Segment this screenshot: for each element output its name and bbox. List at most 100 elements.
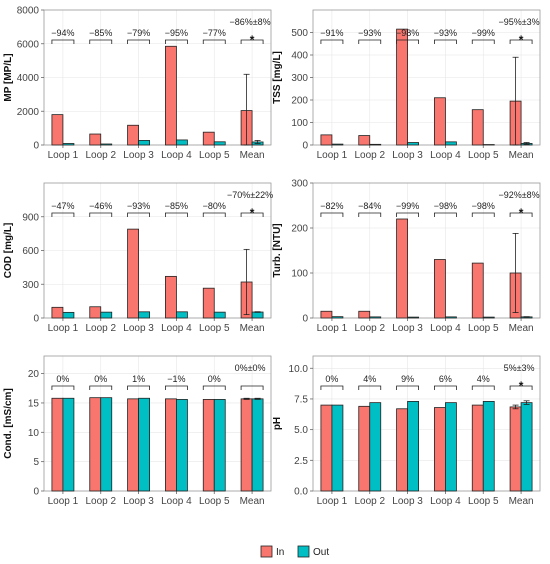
bar-out: [331, 316, 344, 319]
y-tick-label: 2000: [17, 107, 40, 118]
legend-swatch-out: [297, 545, 310, 558]
x-tick-label: Loop 5: [468, 496, 499, 507]
x-tick-label: Mean: [509, 323, 534, 334]
x-tick-label: Loop 5: [199, 150, 230, 161]
bar-out: [176, 139, 188, 146]
x-tick-label: Loop 4: [161, 323, 192, 334]
annotation-bracket: [51, 385, 75, 390]
y-tick-label: 900: [22, 212, 39, 223]
y-tick-label: 5: [33, 457, 39, 468]
annotation-label: 5%±3%: [504, 363, 535, 373]
annotation-bracket: [471, 39, 495, 44]
annotation-label: −86%±8%: [229, 17, 270, 27]
bar-out: [213, 399, 226, 492]
annotation-bracket: [320, 385, 344, 390]
y-tick-label: 100: [291, 269, 308, 280]
bar-in: [89, 133, 102, 146]
annotation-bracket: [127, 385, 150, 390]
annotation-label: 4%: [363, 374, 376, 384]
annotation-label: −95%±3%: [498, 17, 539, 27]
annotation-label: −98%: [396, 28, 419, 38]
annotation-bracket: [89, 385, 113, 390]
y-tick-label: 100: [291, 118, 308, 129]
x-tick-label: Loop 5: [199, 323, 230, 334]
y-tick-label: 10: [28, 428, 40, 439]
x-tick-label: Loop 1: [48, 323, 79, 334]
x-tick-label: Loop 1: [48, 496, 79, 507]
bar-out: [407, 401, 419, 492]
bar-in: [320, 404, 333, 492]
bar-in: [471, 262, 484, 319]
y-tick-label: 4000: [17, 73, 40, 84]
x-tick-label: Mean: [240, 496, 265, 507]
bar-out: [138, 140, 150, 146]
legend-label-out: Out: [313, 547, 329, 558]
x-tick-label: Loop 1: [317, 150, 348, 161]
annotation-bracket: [471, 385, 495, 390]
annotation-bracket: [471, 212, 495, 217]
annotation-label: −79%: [127, 28, 150, 38]
x-tick-label: Mean: [509, 496, 534, 507]
annotation-label: 0%: [94, 374, 107, 384]
annotation-bracket: [202, 385, 226, 390]
annotation-label: −99%: [472, 28, 495, 38]
bar-out: [62, 143, 75, 146]
x-tick-label: Loop 5: [468, 150, 499, 161]
bar-in: [127, 124, 139, 146]
x-tick-label: Loop 4: [430, 496, 461, 507]
y-axis-label: Cond. [mS/cm]: [3, 388, 14, 459]
bar-in: [358, 310, 371, 319]
annotation-label: −70%±22%: [227, 190, 273, 200]
x-tick-label: Loop 3: [123, 323, 154, 334]
y-tick-label: 0: [33, 141, 39, 152]
annotation-label: −91%: [320, 28, 343, 38]
bar-in: [471, 404, 484, 492]
bar-out: [62, 311, 75, 319]
annotation-bracket: [320, 212, 344, 217]
y-axis-label: pH: [272, 417, 283, 430]
y-axis-label: Turb. [NTU]: [272, 223, 283, 277]
x-tick-label: Loop 5: [199, 496, 230, 507]
y-tick-label: 5.0: [294, 425, 308, 436]
y-tick-label: 20: [28, 369, 40, 380]
x-tick-label: Loop 2: [85, 496, 116, 507]
annotation-label: 0%: [325, 374, 338, 384]
y-axis-label: MP [MP/L]: [3, 53, 14, 101]
legend-swatch-in: [260, 545, 273, 558]
bar-out: [482, 316, 495, 319]
annotation-bracket: [320, 39, 344, 44]
bar-in: [202, 131, 215, 146]
x-tick-label: Loop 5: [468, 323, 499, 334]
y-tick-label: 300: [291, 73, 308, 84]
significance-star: *: [250, 33, 255, 47]
bar-in: [434, 407, 446, 492]
annotation-bracket: [240, 385, 264, 390]
annotation-label: −80%: [203, 201, 226, 211]
annotation-label: −98%: [434, 201, 457, 211]
bar-out: [100, 143, 113, 146]
annotation-bracket: [358, 39, 382, 44]
y-tick-label: 15: [28, 398, 40, 409]
y-tick-label: 200: [291, 96, 308, 107]
annotation-bracket: [509, 385, 533, 390]
annotation-bracket: [89, 212, 113, 217]
x-tick-label: Loop 2: [354, 150, 385, 161]
y-tick-label: 0: [33, 487, 39, 498]
y-tick-label: 2.5: [294, 456, 308, 467]
bar-in: [165, 275, 177, 319]
annotation-bracket: [51, 212, 75, 217]
chart-panel-4: 0 100 200 300 Turb. [NTU] Loop 1 −82% Loop 2 −84…: [272, 179, 541, 334]
bar-in: [202, 399, 215, 492]
panel-frame: [312, 182, 541, 319]
annotation-bracket: [127, 39, 150, 44]
bar-out: [482, 401, 495, 492]
bar-out: [331, 404, 344, 492]
bar-in: [509, 406, 522, 492]
x-tick-label: Loop 3: [392, 150, 423, 161]
x-tick-label: Loop 1: [317, 496, 348, 507]
bar-in: [240, 398, 253, 492]
panel-frame: [43, 355, 272, 492]
annotation-label: −47%: [51, 201, 74, 211]
x-tick-label: Loop 3: [392, 323, 423, 334]
